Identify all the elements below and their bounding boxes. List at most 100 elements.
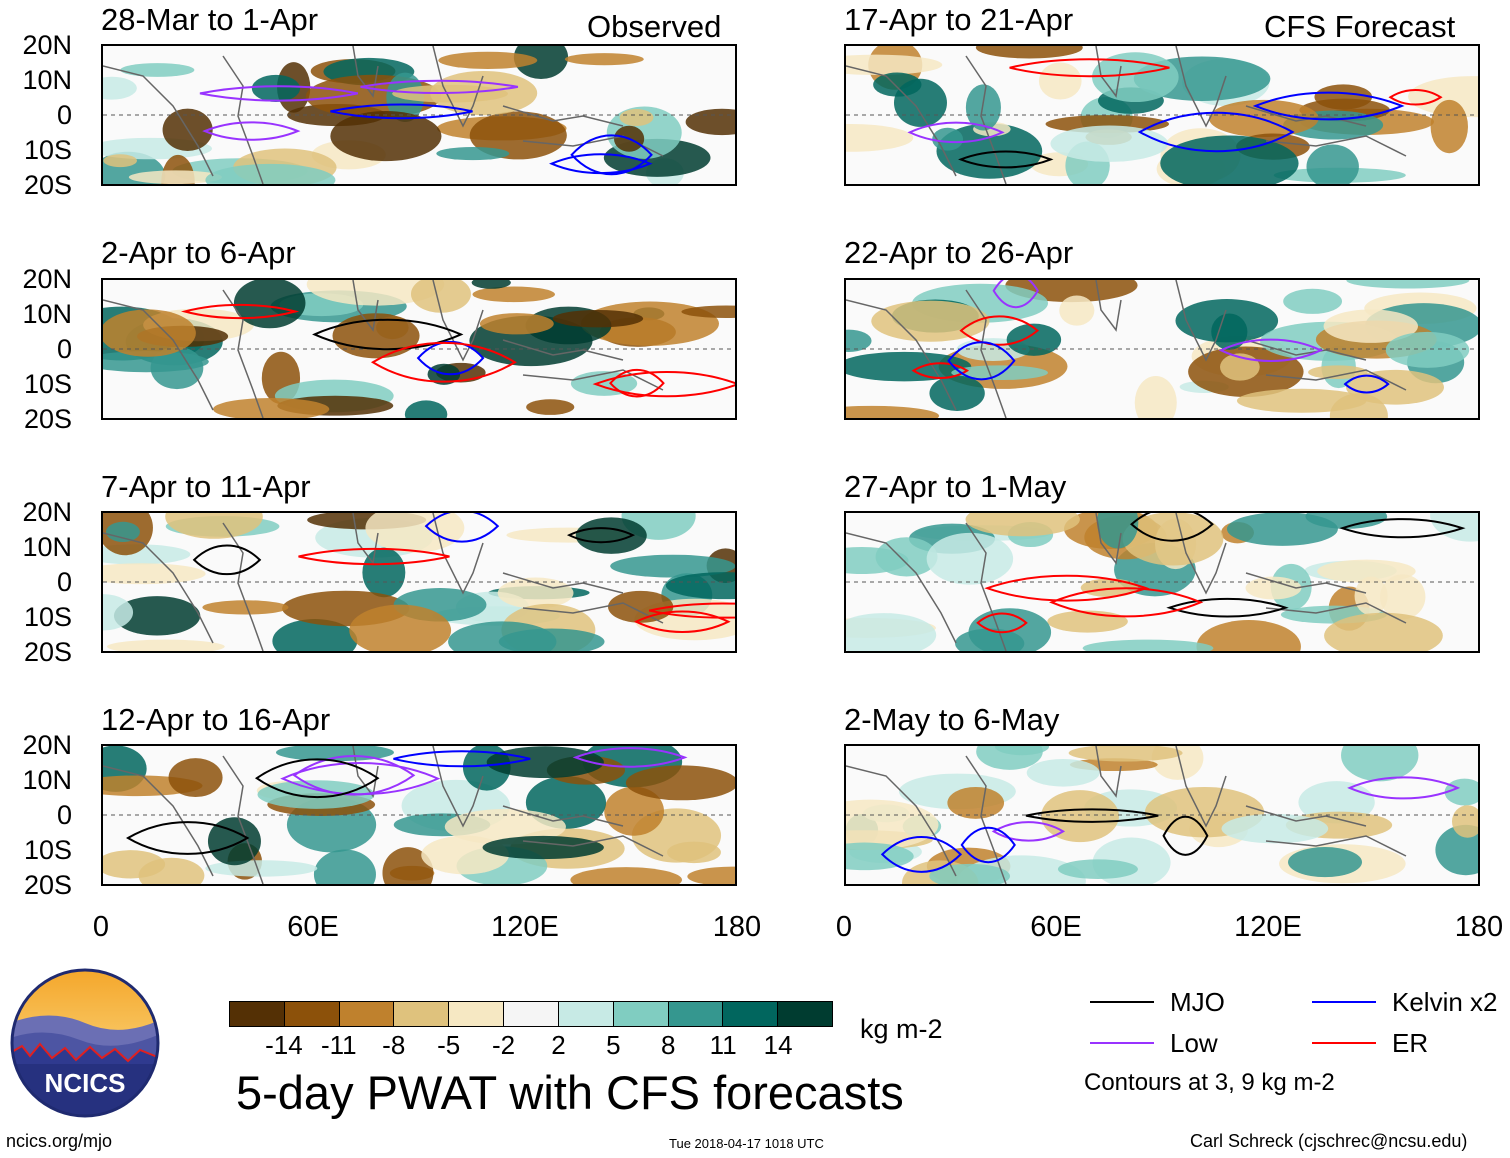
- anomaly-shading: [1221, 813, 1329, 844]
- anomaly-shading: [469, 111, 567, 160]
- anomaly-shading: [610, 554, 735, 578]
- anomaly-shading: [1059, 295, 1095, 326]
- figure-title: 5-day PWAT with CFS forecasts: [236, 1066, 904, 1119]
- anomaly-shading: [113, 596, 201, 636]
- wave-contour: [330, 103, 473, 120]
- wave-contour: [958, 150, 1054, 169]
- anomaly-shading: [165, 513, 263, 539]
- wave-contour: [1339, 518, 1466, 539]
- anomaly-shading: [202, 600, 289, 615]
- wave-contour: [911, 362, 970, 380]
- wave-contour: [254, 758, 380, 799]
- colorbar-label: -11: [320, 1030, 357, 1060]
- wave-contour: [125, 821, 250, 855]
- lat-label: 10S: [23, 369, 72, 399]
- anomaly-shading: [665, 572, 735, 600]
- wave-contour: [648, 602, 735, 619]
- lon-label-180-left: 180: [712, 911, 762, 943]
- coastline: [846, 513, 1407, 651]
- ncics-logo: NCICS: [10, 968, 160, 1118]
- panel-title-4: 12-Apr to 16-Apr: [101, 702, 331, 737]
- footer-url[interactable]: ncics.org/mjo: [6, 1131, 113, 1151]
- colorbar-swatch: [449, 1002, 505, 1026]
- anomaly-shading: [103, 563, 206, 585]
- wave-contour: [1009, 58, 1170, 78]
- colorbar-swatch: [284, 1002, 340, 1026]
- wave-contour: [180, 303, 300, 320]
- anomaly-shading: [251, 74, 301, 102]
- lat-label: 0: [56, 800, 72, 830]
- anomaly-shading: [1306, 144, 1359, 184]
- anomaly-shading: [936, 123, 1043, 179]
- anomaly-shading: [497, 577, 574, 609]
- colorbar-swatch: [613, 1002, 669, 1026]
- wave-contour: [570, 134, 653, 176]
- lat-label: 0: [56, 567, 72, 597]
- anomaly-shading: [1211, 313, 1248, 350]
- lat-label: 20S: [23, 637, 72, 667]
- anomaly-shading: [1006, 323, 1062, 356]
- anomaly-shading: [482, 835, 604, 860]
- anomaly-shading: [871, 300, 990, 342]
- anomaly-shading: [846, 613, 937, 651]
- wave-contour: [192, 544, 262, 576]
- colorbar-label: -8: [382, 1030, 406, 1060]
- anomaly-shading: [257, 780, 375, 809]
- lat-label: 20N: [22, 30, 72, 60]
- anomaly-shading: [106, 521, 140, 543]
- anomaly-shading: [1323, 309, 1418, 343]
- lat-label: 20S: [23, 870, 72, 900]
- anomaly-shading: [965, 84, 1001, 131]
- anomaly-shading: [103, 309, 196, 357]
- wave-contour: [416, 340, 485, 376]
- anomaly-shading: [975, 46, 1083, 59]
- wave-contour: [992, 280, 1039, 308]
- lon-label-120-left: 120E: [491, 911, 559, 943]
- anomaly-shading: [570, 867, 683, 884]
- anomaly-shading: [846, 405, 940, 418]
- legend-kelvin-label: Kelvin x2: [1392, 987, 1498, 1017]
- anomaly-shading: [365, 513, 465, 553]
- forecast-label: CFS Forecast: [1264, 9, 1456, 44]
- wave-contour: [1049, 587, 1204, 618]
- coastline: [846, 746, 1407, 884]
- wave-contour: [199, 85, 359, 102]
- anomaly-shading: [681, 305, 735, 318]
- anomaly-shading: [846, 54, 943, 76]
- wave-contour: [424, 513, 500, 543]
- map-panel-1: [101, 44, 737, 186]
- wave-contour: [1166, 597, 1289, 618]
- anomaly-shading: [479, 313, 554, 335]
- anomaly-shading: [103, 76, 137, 100]
- anomaly-shading: [1354, 576, 1388, 616]
- lon-label-180-right: 180: [1454, 911, 1504, 943]
- lat-label: 0: [56, 100, 72, 130]
- anomaly-shading: [1041, 790, 1119, 843]
- coastline: [846, 46, 1407, 184]
- panel-title-5: 17-Apr to 21-Apr: [844, 2, 1074, 37]
- wave-contour: [1162, 815, 1209, 856]
- anomaly-shading: [1226, 513, 1338, 546]
- anomaly-shading: [436, 147, 510, 161]
- map-panel-8: [844, 744, 1480, 886]
- wave-contour: [1130, 513, 1214, 542]
- anomaly-shading: [1317, 559, 1416, 583]
- anomaly-shading: [404, 400, 448, 418]
- anomaly-shading: [667, 841, 721, 864]
- wave-contour: [393, 750, 531, 768]
- wave-contour: [947, 341, 1016, 381]
- anomaly-shading: [619, 109, 654, 127]
- anomaly-shading: [233, 280, 306, 329]
- anomaly-shading: [1038, 62, 1082, 100]
- wave-contour: [566, 527, 636, 544]
- anomaly-shading: [1080, 578, 1139, 598]
- anomaly-shading: [272, 619, 358, 651]
- anomaly-shading: [349, 604, 452, 651]
- anomaly-shading: [1160, 135, 1299, 184]
- anomaly-shading: [968, 608, 1052, 651]
- anomaly-shading: [947, 786, 1005, 819]
- colorbar-swatch: [339, 1002, 395, 1026]
- anomaly-shading: [382, 847, 434, 884]
- footer-timestamp: Tue 2018-04-17 1018 UTC: [669, 1136, 824, 1151]
- anomaly-shading: [1380, 574, 1426, 620]
